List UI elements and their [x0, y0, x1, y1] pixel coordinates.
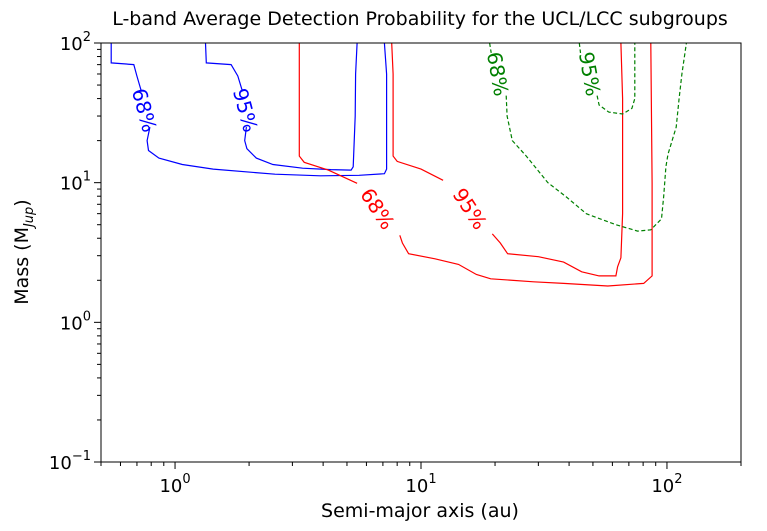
contour-labels: 68% 95% 68% 95% 68% 95%: [127, 50, 605, 234]
contour-label: 95%: [574, 50, 605, 98]
contour-line-68pct: [146, 42, 388, 177]
contour-line-95pct: [491, 42, 624, 277]
contour-label: 68%: [127, 86, 162, 135]
x-tick-label: 102: [651, 472, 682, 497]
contour-label: 95%: [448, 184, 492, 234]
contour-label: 68%: [355, 184, 399, 234]
y-axis-title-main: Mass (M: [11, 227, 33, 305]
contour-line-95pct: [596, 43, 636, 115]
y-tick-label: 100: [60, 309, 91, 334]
y-tick-label: 102: [60, 30, 91, 55]
contour-line-95pct: [244, 42, 358, 171]
contour-line-68pct: [399, 42, 653, 287]
x-axis-title: Semi-major axis (au): [321, 500, 519, 522]
contour-line-68pct: [489, 42, 492, 53]
contour-line-95pct: [391, 42, 444, 181]
x-tick-label: 100: [159, 472, 190, 497]
chart-title: L-band Average Detection Probability for…: [112, 8, 728, 30]
contour-line-68pct: [505, 42, 687, 232]
plot-frame: [100, 42, 742, 463]
contour-label: 68%: [482, 50, 513, 98]
y-axis-title-close: ): [11, 199, 33, 206]
contour-lines: [110, 42, 687, 287]
x-tick-label: 101: [405, 472, 436, 497]
x-axis-ticks: 100 101 102: [100, 462, 742, 497]
y-axis-title-sub: Jup: [22, 207, 37, 230]
y-tick-label: 10−1: [49, 449, 91, 474]
contour-line-68pct: [298, 43, 358, 184]
contour-line-95pct: [204, 42, 244, 92]
contour-line-95pct: [578, 42, 582, 53]
contour-label: 95%: [228, 86, 263, 135]
y-tick-label: 101: [60, 170, 91, 195]
y-axis-ticks: 10−1 100 101 102: [49, 30, 101, 474]
contour-line-68pct: [110, 43, 142, 92]
y-axis-title: Mass (MJup): [11, 199, 37, 304]
